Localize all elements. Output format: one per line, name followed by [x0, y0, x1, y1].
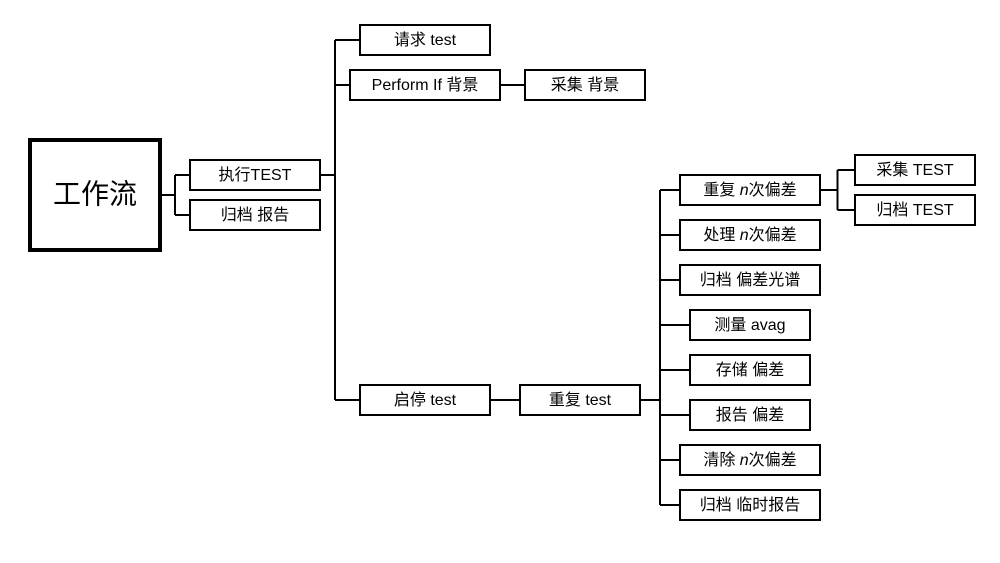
node-arch_spec: 归档 偏差光谱 [680, 265, 820, 295]
node-label: 归档 临时报告 [700, 496, 800, 514]
node-arch_tmp: 归档 临时报告 [680, 490, 820, 520]
node-arch_test: 归档 TEST [855, 195, 975, 225]
node-label: 存储 偏差 [716, 361, 784, 379]
node-meas_avg: 测量 avag [690, 310, 810, 340]
node-label: 采集 背景 [551, 76, 619, 94]
node-req: 请求 test [360, 25, 490, 55]
node-rep_n: 重复 n次偏差 [680, 175, 820, 205]
node-proc_n: 处理 n次偏差 [680, 220, 820, 250]
node-label: 请求 test [394, 31, 457, 49]
node-exec: 执行TEST [190, 160, 320, 190]
node-label: 重复 n次偏差 [703, 181, 796, 199]
node-label: 归档 偏差光谱 [700, 271, 800, 289]
node-label: 执行TEST [219, 166, 292, 184]
node-coll_test: 采集 TEST [855, 155, 975, 185]
workflow-tree-diagram: 工作流 执行TEST 归档 报告 请求 test Perform If 背景启停 tes… [0, 0, 1000, 563]
node-label: 工作流 [53, 178, 137, 209]
node-label: 测量 avag [714, 316, 785, 334]
node-label: 采集 TEST [876, 161, 954, 179]
node-label: 清除 n次偏差 [703, 451, 796, 469]
node-label: Perform If 背景 [372, 76, 479, 94]
node-root: 工作流 [30, 140, 160, 250]
node-rep_test: 重复 test [520, 385, 640, 415]
node-perf_if: Perform If 背景 [350, 70, 500, 100]
node-clr_n: 清除 n次偏差 [680, 445, 820, 475]
node-store_dev: 存储 偏差 [690, 355, 810, 385]
node-coll_bg: 采集 背景 [525, 70, 645, 100]
node-label: 启停 test [394, 391, 457, 409]
node-label: 归档 报告 [221, 206, 289, 224]
node-rep_dev: 报告 偏差 [690, 400, 810, 430]
node-arch_rep: 归档 报告 [190, 200, 320, 230]
node-label: 重复 test [549, 391, 612, 409]
node-label: 处理 n次偏差 [703, 226, 796, 244]
node-label: 归档 TEST [876, 201, 954, 219]
node-label: 报告 偏差 [716, 406, 784, 424]
node-startstop: 启停 test [360, 385, 490, 415]
